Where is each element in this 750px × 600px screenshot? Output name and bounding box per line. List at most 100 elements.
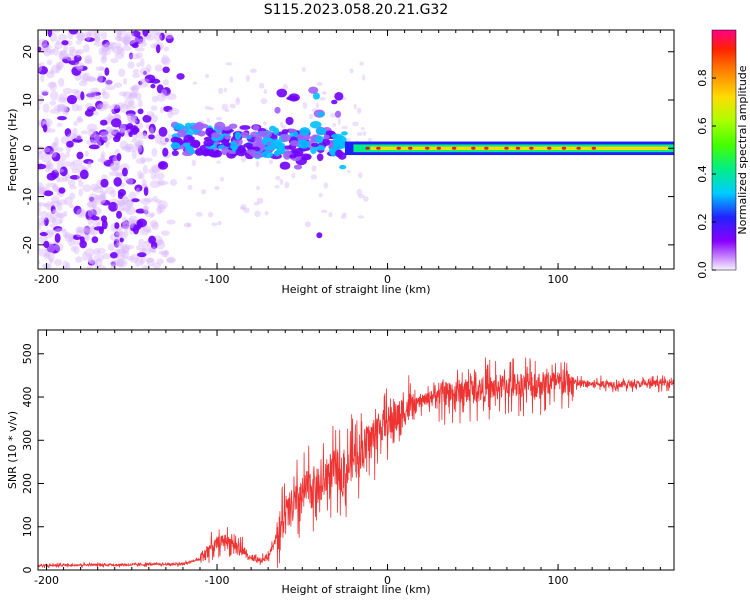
noise-blob <box>61 105 69 113</box>
noise-blob <box>87 161 93 166</box>
faint-blob <box>337 118 341 125</box>
noise-blob <box>55 39 61 45</box>
noise-blob <box>38 119 45 127</box>
noise-blob <box>131 198 140 203</box>
noise-blob <box>94 31 102 39</box>
noise-blob <box>105 41 116 46</box>
noise-blob <box>139 197 151 205</box>
noise-blob <box>104 78 113 86</box>
noise-blob <box>87 199 98 209</box>
noise-blob <box>112 45 123 55</box>
noise-blob <box>45 182 57 188</box>
noise-blob <box>100 178 109 188</box>
signal-blob <box>317 111 325 117</box>
noise-blob <box>125 198 134 209</box>
noise-blob <box>69 49 78 56</box>
noise-blob <box>51 218 63 226</box>
noise-blob <box>43 46 52 57</box>
faint-blob <box>291 172 296 179</box>
noise-blob <box>68 185 77 190</box>
noise-blob <box>87 253 93 264</box>
colorbar-ticks: 0.0 0.2 0.4 0.6 0.8 <box>696 69 716 279</box>
noise-blob <box>116 258 128 268</box>
noise-blob <box>163 46 170 52</box>
colorbar-tick-label: 0.6 <box>696 117 709 135</box>
noise-blob <box>49 100 57 106</box>
signal-blob <box>224 134 232 140</box>
noise-blob <box>127 116 135 124</box>
signal-blob <box>257 130 269 137</box>
faint-blob <box>316 82 323 86</box>
noise-blob <box>136 62 141 68</box>
y-tick-label: -20 <box>21 236 34 254</box>
noise-blob <box>138 247 147 253</box>
signal-blob <box>288 128 297 133</box>
noise-blob <box>120 103 129 114</box>
noise-blob <box>121 216 127 226</box>
noise-blob <box>152 262 161 269</box>
noise-blob <box>134 257 141 267</box>
x-tick-label: -100 <box>205 574 230 587</box>
noise-blob <box>150 105 158 111</box>
line-peak <box>515 146 521 150</box>
noise-blob <box>38 209 42 216</box>
line-frame <box>37 329 675 571</box>
noise-blob <box>96 247 106 255</box>
noise-blob <box>99 190 107 196</box>
noise-blob <box>64 231 71 239</box>
noise-blob <box>142 265 149 269</box>
noise-blob <box>40 89 50 95</box>
noise-blob <box>133 37 139 43</box>
noise-blob <box>158 126 168 137</box>
noise-blob <box>109 198 119 204</box>
signal-blob <box>254 136 261 144</box>
noise-blob <box>157 200 168 210</box>
noise-blob <box>38 217 45 226</box>
noise-blob <box>109 128 118 135</box>
signal-blob <box>213 149 223 158</box>
faint-blob <box>255 160 260 168</box>
noise-blob <box>108 128 115 138</box>
noise-blob <box>108 201 118 212</box>
noise-blob <box>98 47 103 56</box>
noise-blob <box>159 135 169 145</box>
faint-blob <box>367 137 372 142</box>
noise-blob <box>38 246 41 252</box>
noise-blob <box>76 65 84 71</box>
noise-blob <box>161 250 168 258</box>
noise-blob <box>49 90 59 101</box>
noise-blob <box>157 179 165 187</box>
noise-blob <box>141 183 148 188</box>
noise-blob <box>47 30 53 38</box>
noise-blob <box>38 104 41 111</box>
noise-blob <box>100 31 108 40</box>
noise-blob <box>156 205 163 215</box>
line-peak <box>504 146 509 150</box>
faint-blob <box>243 207 250 213</box>
noise-blob <box>152 166 160 173</box>
noise-blob <box>78 188 84 197</box>
signal-blob <box>273 150 281 157</box>
noise-blob <box>116 102 125 110</box>
y-tick-label: 200 <box>21 473 34 494</box>
noise-blob <box>110 261 117 267</box>
noise-blob <box>54 228 66 233</box>
colorbar-tick-label: 0.2 <box>696 213 709 231</box>
y-tick-label: -10 <box>21 188 34 206</box>
noise-blob <box>76 135 82 143</box>
noise-blob <box>53 225 63 232</box>
noise-blob <box>69 192 76 200</box>
noise-blob <box>46 59 53 66</box>
noise-blob <box>57 62 63 71</box>
noise-blob <box>121 196 130 204</box>
signal-blob <box>316 153 324 162</box>
noise-blob <box>139 58 145 68</box>
noise-blob <box>124 143 132 153</box>
noise-blob <box>88 30 99 37</box>
noise-blob <box>47 215 53 223</box>
line-peak <box>547 146 552 150</box>
faint-blob <box>256 185 260 191</box>
noise-blob <box>38 63 43 73</box>
noise-blob <box>150 30 160 36</box>
noise-blob <box>101 135 108 143</box>
